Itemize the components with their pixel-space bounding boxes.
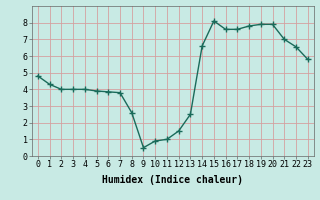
X-axis label: Humidex (Indice chaleur): Humidex (Indice chaleur) [102,175,243,185]
